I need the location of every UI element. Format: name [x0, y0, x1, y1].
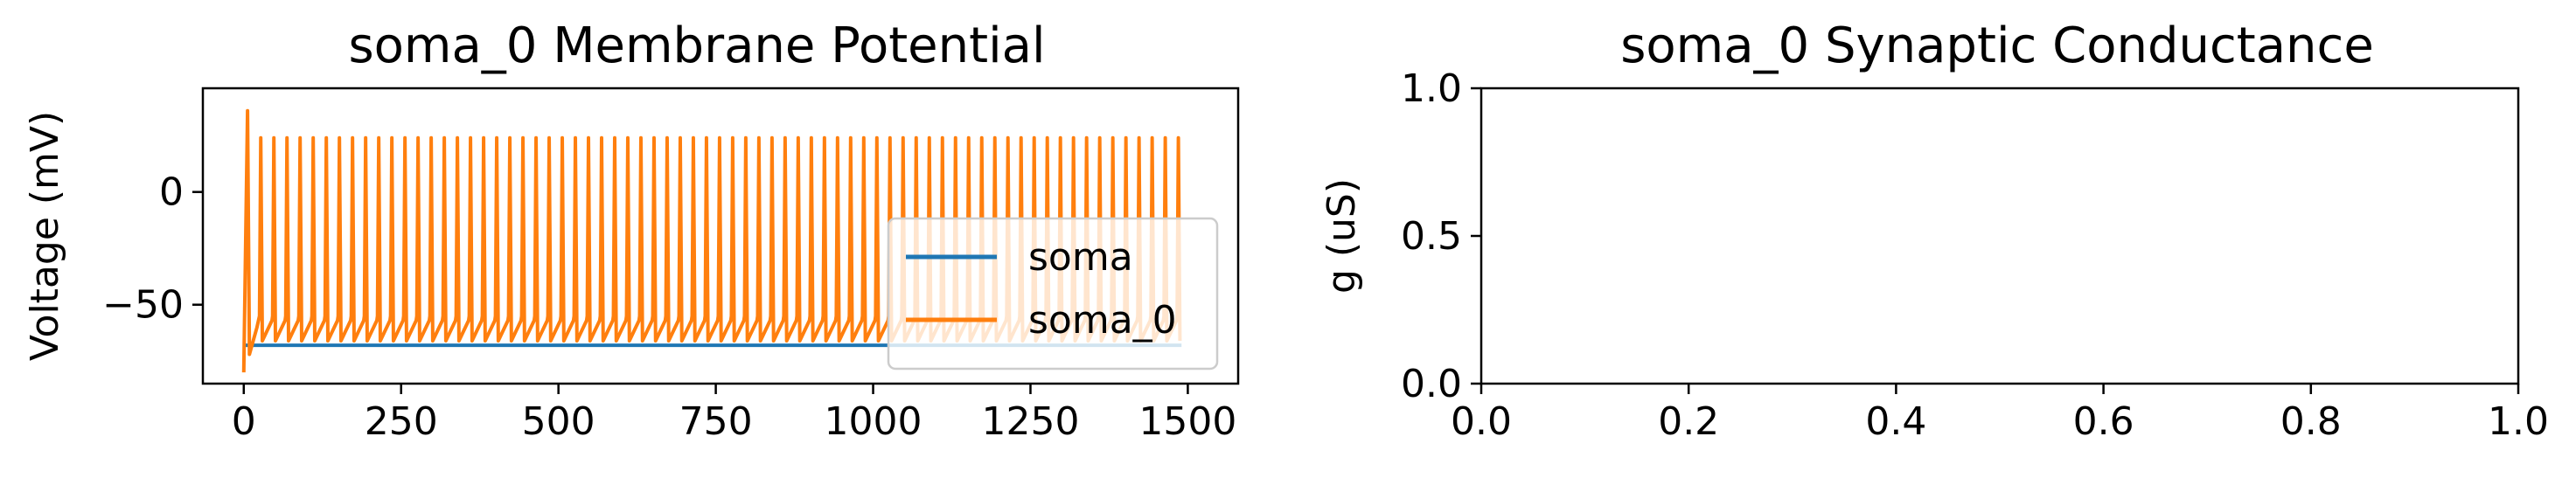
x-tick-label: 750	[679, 399, 753, 444]
membrane-potential-chart: soma_0 Membrane Potential Voltage (mV) 0…	[23, 17, 1240, 444]
synaptic-conductance-chart: soma_0 Synaptic Conductance g (uS) 0.0 0.…	[1319, 17, 2549, 444]
chart-title: soma_0 Synaptic Conductance	[1620, 17, 2374, 74]
y-ticks: 0.0 0.5 1.0	[1401, 66, 1481, 406]
y-axis-label: Voltage (mV)	[23, 111, 67, 361]
x-tick-label: 0.8	[2280, 399, 2342, 444]
y-tick-label: 0.0	[1401, 362, 1462, 406]
x-ticks: 0.0 0.2 0.4 0.6 0.8 1.0	[1451, 384, 2549, 444]
y-tick-label: 1.0	[1401, 66, 1462, 111]
x-tick-label: 1.0	[2488, 399, 2549, 444]
x-tick-label: 0.4	[1865, 399, 1926, 444]
legend-label-soma_0: soma_0	[1028, 298, 1177, 343]
legend[interactable]: soma soma_0	[887, 217, 1219, 371]
legend-label-soma: soma	[1028, 235, 1133, 280]
y-tick-label: −50	[102, 283, 184, 328]
y-tick-label: 0	[159, 170, 184, 215]
x-tick-label: 0.2	[1658, 399, 1719, 444]
y-axis-label: g (uS)	[1319, 178, 1364, 294]
y-tick-label: 0.5	[1401, 214, 1462, 259]
plot-frame	[201, 87, 1240, 385]
x-tick-label: 0.6	[2073, 399, 2134, 444]
x-ticks: 0 250 500 750 1000 1250 1500	[232, 384, 1236, 444]
x-tick-label: 1250	[981, 399, 1079, 444]
chart-title: soma_0 Membrane Potential	[348, 17, 1045, 74]
x-tick-label: 1000	[825, 399, 922, 444]
x-tick-label: 500	[522, 399, 595, 444]
x-tick-label: 0	[232, 399, 256, 444]
x-tick-label: 1500	[1138, 399, 1236, 444]
x-tick-label: 250	[365, 399, 438, 444]
y-ticks: 0 −50	[102, 170, 203, 328]
x-tick-label: 0.0	[1451, 399, 1512, 444]
plot-frame	[1479, 87, 2520, 385]
